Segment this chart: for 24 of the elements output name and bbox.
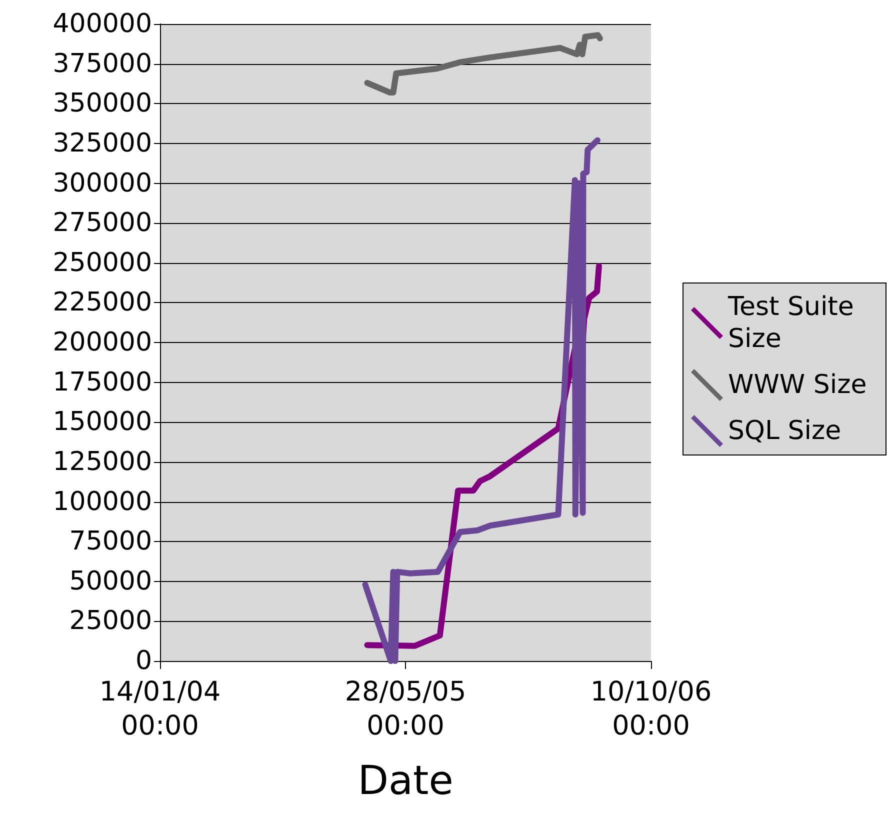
y-tick-label: 100000 bbox=[52, 486, 152, 517]
y-tick-label: 150000 bbox=[52, 407, 152, 438]
y-tick-label: 400000 bbox=[52, 9, 152, 39]
legend-label: SQL Size bbox=[728, 416, 842, 446]
y-tick-label: 125000 bbox=[52, 446, 152, 477]
x-tick-label: 28/05/05 00:00 bbox=[344, 676, 466, 742]
x-tick-label: 14/01/04 00:00 bbox=[99, 676, 221, 742]
x-axis-title: Date bbox=[358, 758, 454, 804]
y-tick-label: 275000 bbox=[52, 208, 152, 238]
y-tick-label: 375000 bbox=[52, 48, 152, 79]
y-tick-label: 200000 bbox=[52, 328, 152, 358]
y-tick-label: 175000 bbox=[52, 367, 152, 398]
x-tick-label: 10/10/06 00:00 bbox=[590, 676, 712, 742]
y-tick-label: 75000 bbox=[69, 526, 152, 557]
legend-label: Test Suite Size bbox=[727, 292, 862, 354]
y-tick-label: 350000 bbox=[52, 88, 152, 119]
y-tick-label: 225000 bbox=[52, 288, 152, 318]
legend-label: WWW Size bbox=[728, 370, 867, 400]
y-tick-label: 50000 bbox=[69, 566, 152, 596]
y-tick-label: 325000 bbox=[52, 128, 152, 158]
y-tick-label: 25000 bbox=[69, 606, 152, 636]
y-tick-label: 0 bbox=[135, 646, 152, 676]
y-tick-label: 250000 bbox=[52, 248, 152, 278]
y-tick-label: 300000 bbox=[52, 168, 152, 198]
